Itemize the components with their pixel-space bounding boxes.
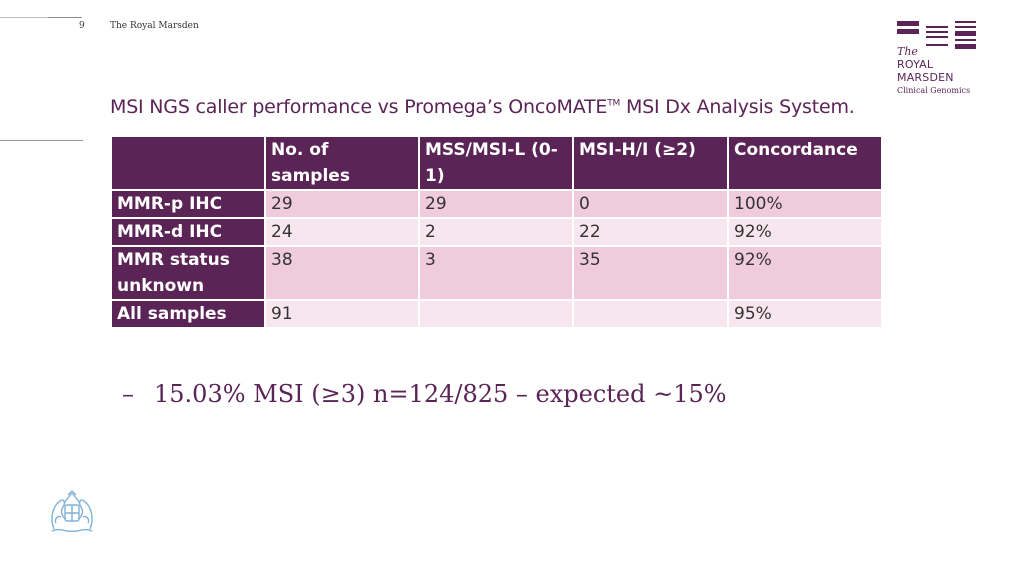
royal-crest-icon xyxy=(46,489,98,535)
header-rule-accent xyxy=(48,17,82,18)
header-rule xyxy=(0,17,82,18)
header-blank xyxy=(110,135,266,191)
cell-msi-h: 0 xyxy=(572,189,729,219)
table-header-row: No. of samples MSS/MSI-L (0-1) MSI-H/I (… xyxy=(110,135,883,191)
logo-subtitle: Clinical Genomics xyxy=(897,86,971,95)
bullet-text: 15.03% MSI (≥3) n=124/825 – expected ~15… xyxy=(154,380,727,408)
cell-msi-h xyxy=(572,299,729,329)
cell-msi-h: 22 xyxy=(572,217,729,247)
cell-samples: 29 xyxy=(264,189,420,219)
header-no-of-samples: No. of samples xyxy=(264,135,420,191)
slide-number: 9 xyxy=(79,21,85,31)
title-prefix: MSI NGS caller performance vs Promega’s … xyxy=(110,96,608,118)
row-label: All samples xyxy=(110,299,266,329)
header-mss-msi-l: MSS/MSI-L (0-1) xyxy=(418,135,574,191)
row-label: MMR-d IHC xyxy=(110,217,266,247)
organisation-name: The Royal Marsden xyxy=(110,21,199,31)
logo-bars-icon xyxy=(897,21,976,49)
cell-mss: 3 xyxy=(418,245,574,301)
performance-table: No. of samples MSS/MSI-L (0-1) MSI-H/I (… xyxy=(110,135,883,329)
header-concordance: Concordance xyxy=(727,135,883,191)
row-label: MMR status unknown xyxy=(110,245,266,301)
cell-concordance: 92% xyxy=(727,245,883,301)
cell-mss: 29 xyxy=(418,189,574,219)
table-row: MMR-p IHC 29 29 0 100% xyxy=(110,189,883,219)
cell-samples: 38 xyxy=(264,245,420,301)
title-suffix: MSI Dx Analysis System. xyxy=(620,96,855,118)
royal-marsden-logo: The ROYAL MARSDEN Clinical Genomics xyxy=(895,19,979,97)
cell-concordance: 100% xyxy=(727,189,883,219)
table-row: MMR status unknown 38 3 35 92% xyxy=(110,245,883,301)
title-trademark: TM xyxy=(607,98,621,109)
cell-samples: 91 xyxy=(264,299,420,329)
table-row: All samples 91 95% xyxy=(110,299,883,329)
bullet-dash: – xyxy=(122,380,134,408)
cell-concordance: 95% xyxy=(727,299,883,329)
cell-concordance: 92% xyxy=(727,217,883,247)
cell-mss: 2 xyxy=(418,217,574,247)
logo-marsden: MARSDEN xyxy=(897,71,954,84)
cell-samples: 24 xyxy=(264,217,420,247)
row-label: MMR-p IHC xyxy=(110,189,266,219)
title-rule xyxy=(0,140,83,141)
bullet-point: –15.03% MSI (≥3) n=124/825 – expected ~1… xyxy=(122,380,727,408)
cell-mss xyxy=(418,299,574,329)
cell-msi-h: 35 xyxy=(572,245,729,301)
slide-title: MSI NGS caller performance vs Promega’s … xyxy=(110,96,855,118)
logo-royal: ROYAL xyxy=(897,58,934,71)
header-msi-h-i: MSI-H/I (≥2) xyxy=(572,135,729,191)
table-row: MMR-d IHC 24 2 22 92% xyxy=(110,217,883,247)
logo-the: The xyxy=(897,45,918,58)
